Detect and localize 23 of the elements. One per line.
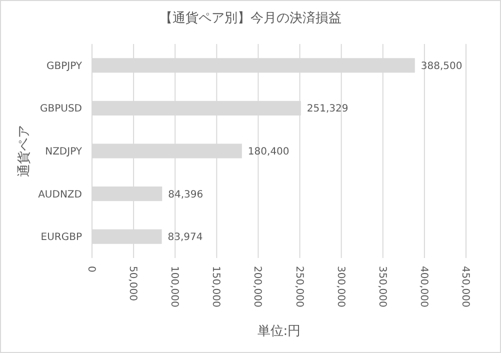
data-label: 83,974 (168, 232, 203, 244)
x-tick-label: 250,000 (293, 266, 304, 308)
x-tick-label: 150,000 (210, 266, 222, 308)
data-label: 388,500 (420, 60, 462, 72)
y-tick-label: GBPJPY (46, 60, 83, 72)
x-tick-label: 350,000 (376, 266, 388, 308)
x-tick-label: 400,000 (418, 266, 429, 308)
y-tick-label: NZDJPY (45, 146, 83, 158)
x-tick-label: 450,000 (460, 266, 470, 308)
data-label: 84,396 (168, 189, 204, 200)
y-tick-label: AUDNZD (38, 189, 82, 200)
x-tick-label: 0 (86, 266, 96, 272)
x-tick-label: 300,000 (334, 266, 346, 308)
x-tick-label: 100,000 (168, 266, 180, 308)
x-axis-title: 単位:円 (257, 324, 301, 339)
chart-title: 【通貨ペア別】今月の決済損益 (160, 10, 342, 26)
y-tick-label: GBPUSD (40, 104, 82, 115)
x-tick-label: 50,000 (127, 266, 138, 301)
y-tick-label: EURGBP (40, 232, 82, 244)
x-tick-label: 200,000 (252, 266, 263, 308)
y-axis-title: 通貨ペア (17, 125, 32, 177)
data-label: 180,400 (248, 146, 290, 158)
data-label: 251,329 (306, 104, 348, 115)
